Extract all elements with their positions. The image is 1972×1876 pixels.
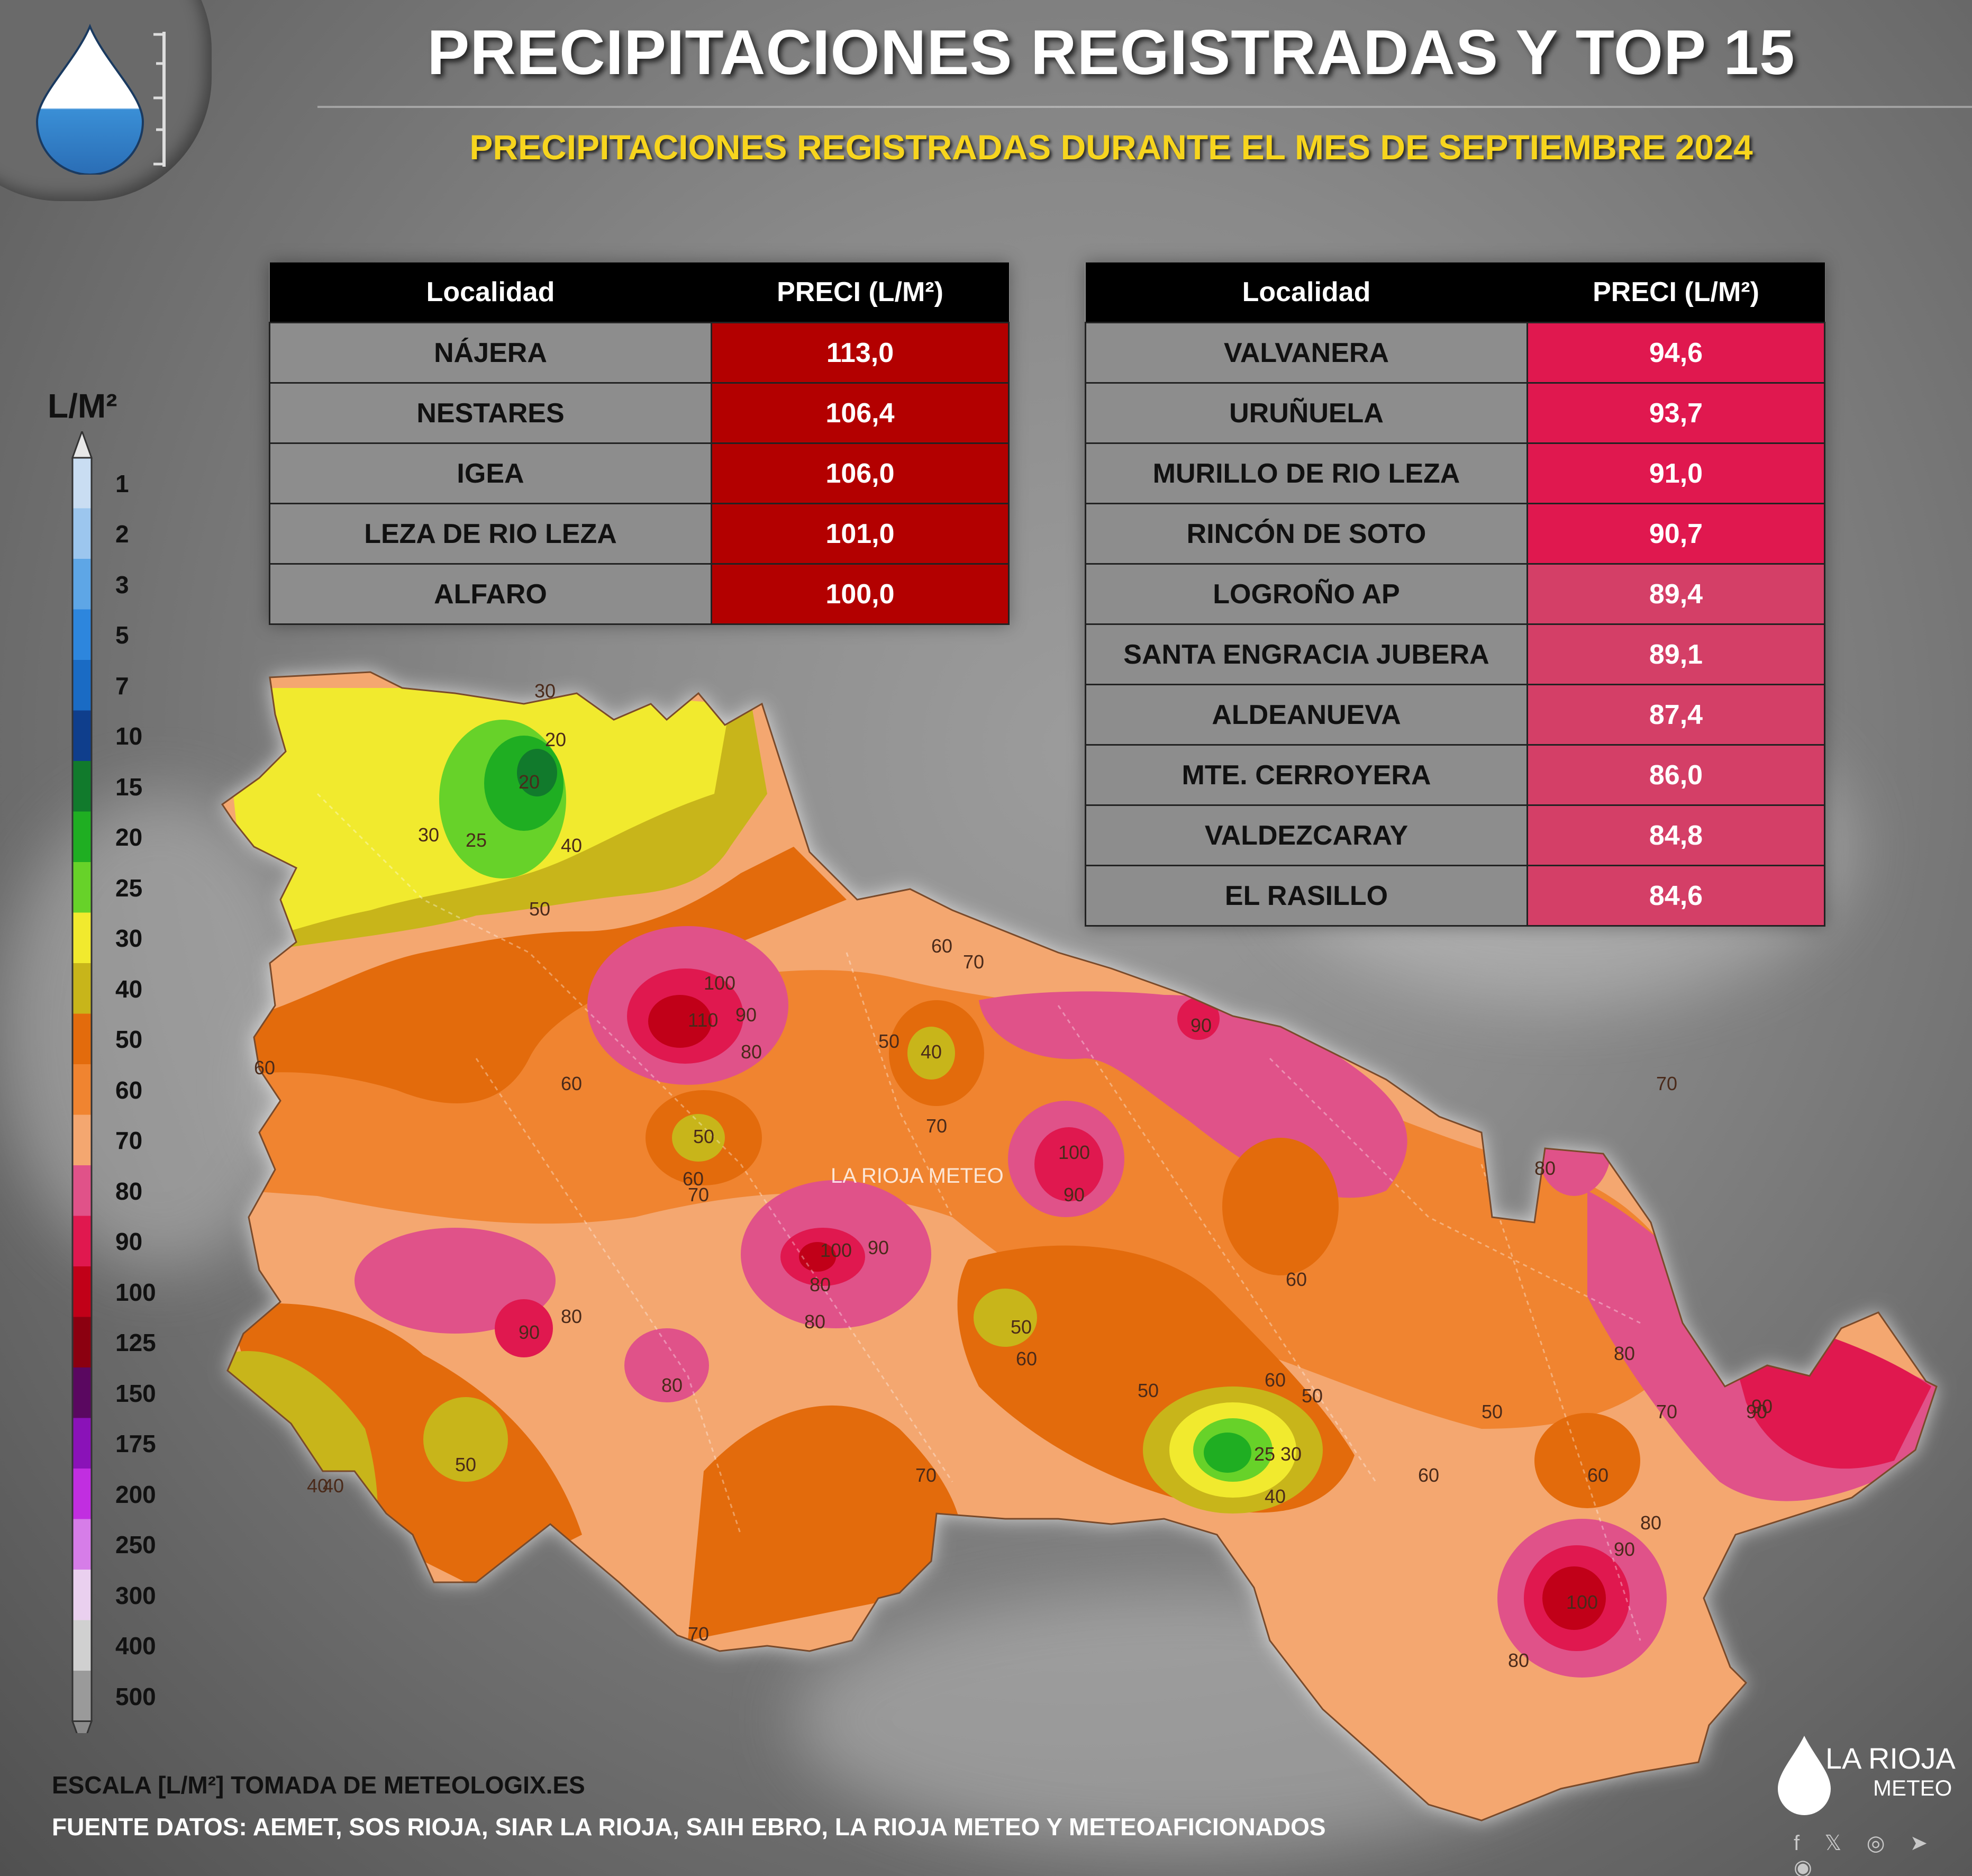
- isoline-label: 100: [820, 1239, 852, 1261]
- isoline-label: 90: [868, 1237, 889, 1258]
- isoline-label: 60: [254, 1057, 275, 1079]
- isoline-label: 100: [1058, 1141, 1090, 1163]
- precipitation-contours: [212, 635, 1958, 1852]
- infographic-page: PRECIPITACIONES REGISTRADAS Y TOP 15 PRE…: [0, 0, 1972, 1876]
- brand-name: LA RIOJA: [1825, 1741, 1956, 1775]
- isoline-label: 90: [519, 1321, 540, 1343]
- isoline-label: 60: [1587, 1464, 1609, 1486]
- isoline-label: 30: [1280, 1443, 1302, 1465]
- isoline-label: 90: [1064, 1184, 1085, 1206]
- isoline-label: 50: [1302, 1385, 1323, 1407]
- isoline-label: 40: [323, 1475, 344, 1497]
- isoline-label: 50: [529, 898, 550, 920]
- isoline-label: 100: [704, 972, 735, 994]
- brand-subtitle: METEO: [1873, 1775, 1952, 1801]
- isoline-label: 80: [661, 1374, 683, 1396]
- isoline-label: 70: [963, 951, 984, 973]
- isoline-label: 90: [1614, 1538, 1635, 1560]
- isoline-label: 80: [1640, 1512, 1661, 1534]
- isoline-label: 40: [561, 835, 582, 856]
- isoline-label: 80: [741, 1041, 762, 1063]
- isoline-label: 80: [810, 1274, 831, 1295]
- isoline-label: 80: [1508, 1650, 1529, 1671]
- isoline-label: 50: [1011, 1316, 1032, 1338]
- isoline-label: 90: [1751, 1395, 1773, 1417]
- scale-credit: ESCALA [L/M²] TOMADA DE METEOLOGIX.ES: [52, 1771, 585, 1799]
- isoline-label: 60: [1265, 1369, 1286, 1391]
- isoline-label: 50: [693, 1126, 714, 1147]
- isoline-label: 20: [519, 771, 540, 793]
- isoline-label: 70: [688, 1184, 709, 1206]
- social-icons[interactable]: f 𝕏 ◎ ➤ ◉: [1794, 1831, 1972, 1876]
- precipitation-map: 3020202530 4050601101009080706050 40709010…: [0, 0, 1972, 1876]
- isoline-label: 70: [915, 1464, 937, 1486]
- map-watermark: LA RIOJA METEO: [831, 1164, 1004, 1188]
- isoline-label: 80: [1534, 1157, 1556, 1179]
- isoline-label: 110: [688, 1009, 718, 1031]
- isoline-label: 100: [1566, 1591, 1598, 1613]
- isoline-label: 70: [1656, 1073, 1677, 1094]
- isoline-label: 40: [1265, 1485, 1286, 1507]
- isoline-label: 50: [1482, 1401, 1503, 1422]
- isoline-label: 60: [561, 1073, 582, 1094]
- isoline-label: 25: [466, 829, 487, 851]
- isoline-label: 70: [926, 1115, 947, 1137]
- isoline-label: 60: [931, 935, 952, 957]
- isoline-label: 80: [561, 1306, 582, 1327]
- isoline-label: 20: [545, 729, 566, 750]
- isoline-label: 50: [1138, 1380, 1159, 1401]
- data-source: FUENTE DATOS: AEMET, SOS RIOJA, SIAR LA …: [52, 1812, 1326, 1841]
- isoline-label: 60: [1286, 1268, 1307, 1290]
- isoline-label: 90: [735, 1004, 757, 1026]
- isoline-label: 50: [878, 1030, 899, 1052]
- isoline-label: 30: [418, 824, 439, 846]
- isoline-label: 80: [804, 1311, 825, 1333]
- isoline-label: 40: [921, 1041, 942, 1063]
- isoline-label: 30: [534, 680, 556, 702]
- isoline-label: 70: [688, 1623, 709, 1645]
- isoline-label: 25: [1254, 1443, 1275, 1465]
- isoline-label: 70: [1656, 1401, 1677, 1422]
- isoline-label: 50: [455, 1454, 476, 1475]
- isoline-label: 60: [1016, 1348, 1037, 1370]
- isoline-label: 60: [1418, 1464, 1439, 1486]
- isoline-label: 90: [1191, 1014, 1212, 1036]
- isoline-label: 80: [1614, 1343, 1635, 1364]
